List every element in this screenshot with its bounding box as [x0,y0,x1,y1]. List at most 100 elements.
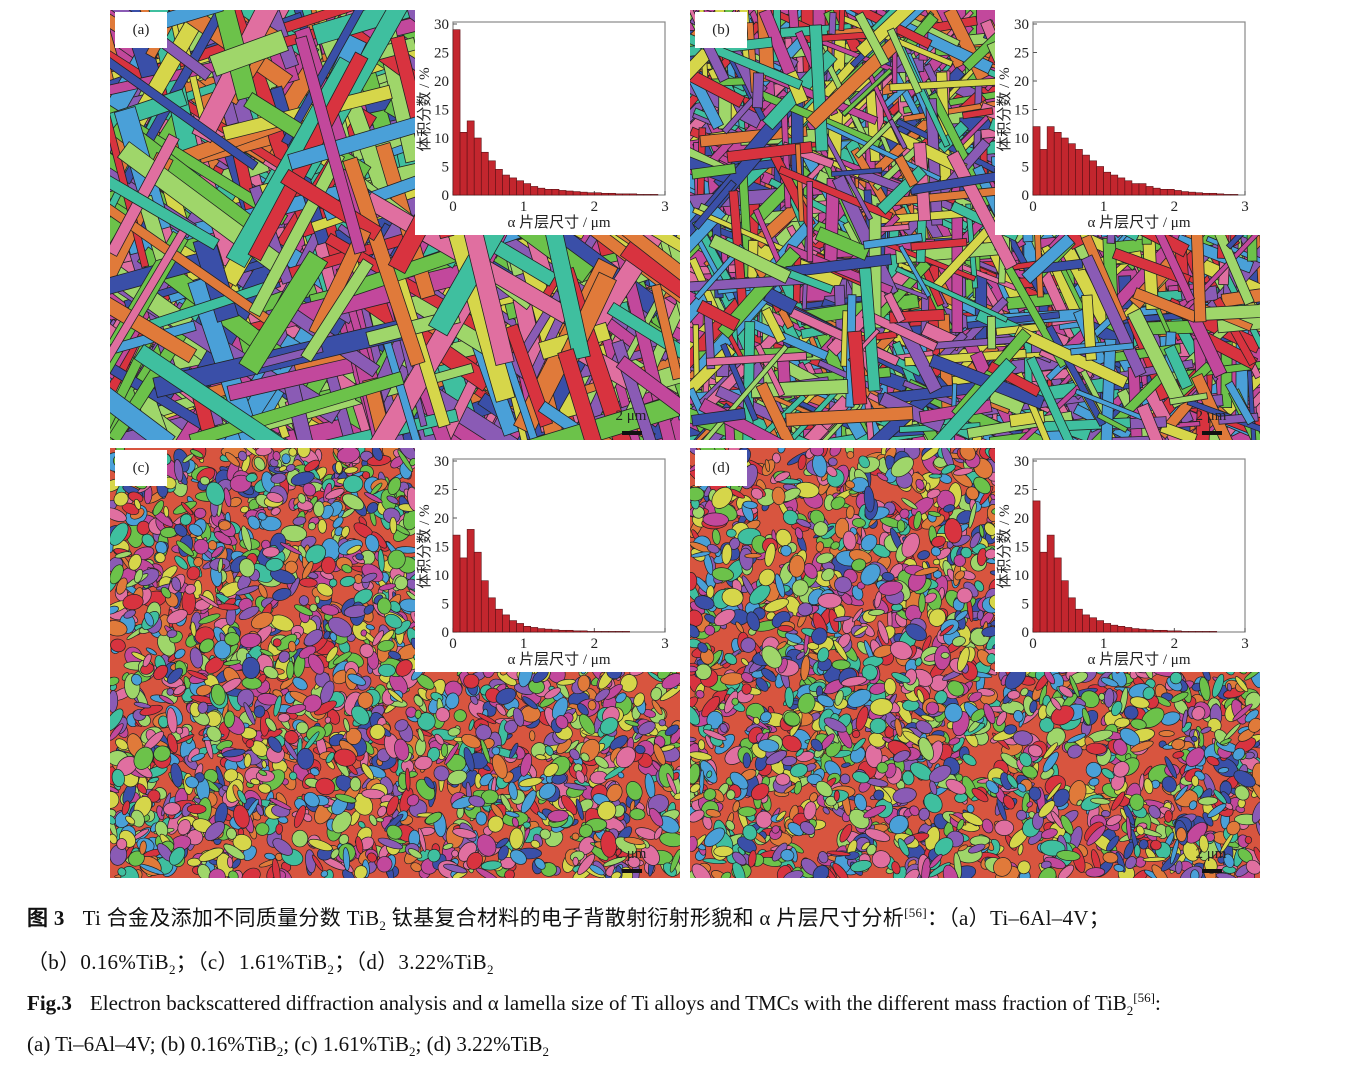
scale-bar [1202,431,1222,435]
scale-label: 2 μm [616,846,647,862]
grain [110,26,259,171]
grain [110,791,120,809]
grain [1111,247,1192,287]
grain [620,674,638,693]
grain [557,348,628,440]
grain [295,721,309,735]
panel-label: (c) [133,460,150,476]
grain [961,107,994,120]
grain [690,206,727,280]
grain [694,243,745,301]
grain [218,520,232,531]
grain [313,500,325,517]
grain [690,163,737,180]
grain [1070,342,1134,356]
grain [888,118,908,150]
grain [847,330,868,406]
grain [294,35,367,255]
panel-label: (a) [133,22,150,38]
grain [625,781,643,801]
grain [504,323,554,428]
scale-bar [622,431,642,435]
grain [814,226,871,261]
grain [300,258,374,363]
grain [208,29,289,77]
grain [920,357,1017,440]
scale-bar [622,869,642,873]
grain [838,10,846,31]
grain [726,141,813,164]
grain [858,267,881,392]
grain [317,519,327,534]
grain [110,638,126,653]
grain [691,407,747,427]
grain [187,857,202,867]
grain [854,11,890,67]
grain [186,804,207,815]
grain [180,501,194,516]
grain [296,448,311,458]
grain [650,283,680,381]
grain [575,798,584,821]
grain [205,10,258,101]
grain [208,868,226,878]
grain [615,355,680,428]
grain [255,822,270,836]
grain [166,687,175,696]
grain [314,595,321,605]
figure: (a)2 μm(b)2 μm(c)2 μm(d)2 μm051015202530… [110,10,1260,878]
grain [451,849,459,858]
grain [898,245,932,298]
grain [377,663,396,677]
label-box [115,12,167,48]
grain [1126,307,1188,409]
grain [696,299,741,332]
grain [110,256,198,364]
grain [309,603,318,612]
grain [708,233,792,284]
grain [1136,402,1164,440]
grain [1190,372,1257,440]
grain [690,52,746,108]
grain [862,232,923,250]
label-box [695,12,747,48]
grain [692,179,737,230]
grain [840,67,893,117]
grain [270,507,281,516]
grain [226,357,354,402]
grain [133,344,297,440]
grain [277,713,291,723]
grain [141,533,155,547]
grain [110,229,188,411]
grain [1081,294,1097,361]
grain [883,291,906,324]
grain [785,406,914,427]
grain [658,719,667,727]
grain [529,730,536,742]
grain [1109,435,1155,440]
grain [194,507,207,519]
grain [349,776,362,792]
grain [1224,380,1256,426]
grain [227,856,234,869]
grain [761,306,787,344]
grain [238,250,329,376]
scale-label: 2 μm [1196,408,1227,424]
grain [910,237,968,252]
grain [1096,412,1129,433]
grain [110,347,176,440]
grain [886,27,923,95]
grain [894,154,919,188]
grain [1021,233,1075,284]
grain [136,520,151,536]
grain [110,174,220,251]
grain [572,856,579,866]
grain [986,315,997,350]
grain [894,265,1009,323]
grain [830,167,883,177]
grain [110,507,127,522]
grain [1163,344,1194,390]
grain [1168,392,1208,406]
grain [440,743,449,758]
